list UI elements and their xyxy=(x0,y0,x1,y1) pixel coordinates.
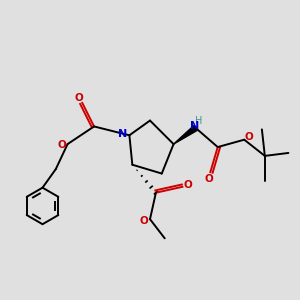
Text: N: N xyxy=(118,129,128,139)
Text: O: O xyxy=(58,140,67,150)
Text: O: O xyxy=(74,93,83,103)
Text: O: O xyxy=(244,132,253,142)
Text: O: O xyxy=(205,174,213,184)
Text: O: O xyxy=(184,180,193,190)
Polygon shape xyxy=(174,125,197,144)
Text: O: O xyxy=(139,216,148,226)
Text: N: N xyxy=(190,122,199,131)
Text: H: H xyxy=(196,116,203,126)
